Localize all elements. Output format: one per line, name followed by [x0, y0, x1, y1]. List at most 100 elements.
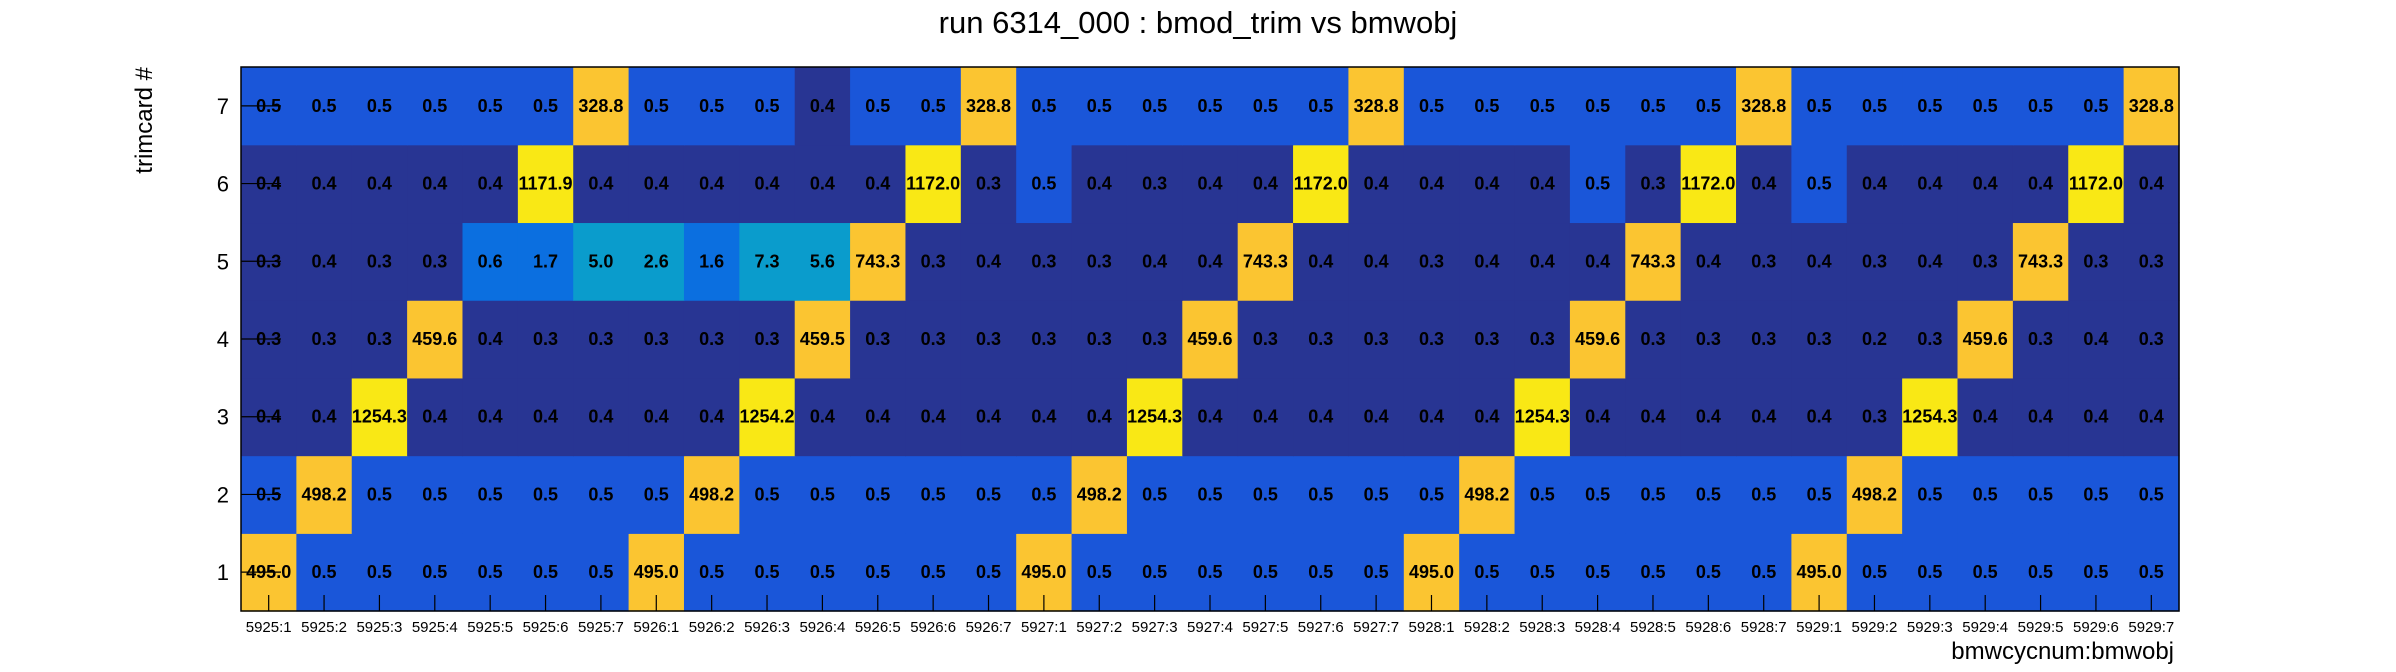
cell-value-label: 0.4 — [1197, 174, 1222, 194]
heatmap-cell — [1348, 222, 1405, 301]
heatmap-cell — [905, 300, 962, 379]
x-tick-label: 5926:2 — [689, 619, 735, 636]
cell-value-label: 0.3 — [2139, 329, 2164, 349]
y-axis-title: trimcard # — [131, 66, 158, 173]
heatmap-cell — [517, 222, 574, 301]
x-tick-label: 5927:4 — [1187, 619, 1233, 636]
heatmap-cell — [296, 300, 353, 379]
cell-value-label: 0.5 — [810, 562, 835, 582]
heatmap-cell — [1016, 377, 1073, 457]
x-tick-label: 5925:7 — [578, 619, 624, 636]
heatmap-cell — [1680, 455, 1737, 534]
heatmap-cell — [2123, 222, 2180, 301]
heatmap-cell — [1071, 222, 1128, 301]
cell-value-label: 0.5 — [2083, 562, 2108, 582]
cell-value-label: 0.5 — [588, 562, 613, 582]
cell-value-label: 0.4 — [478, 174, 503, 194]
heatmap-cell — [1293, 144, 1350, 224]
cell-value-label: 1172.0 — [2069, 174, 2123, 194]
cell-value-label: 0.4 — [2139, 407, 2164, 427]
heatmap-cell — [628, 377, 685, 457]
x-tick-label: 5927:5 — [1242, 619, 1288, 636]
heatmap-cell — [1126, 377, 1183, 457]
cell-value-label: 1172.0 — [906, 174, 960, 194]
heatmap-cell — [905, 455, 962, 534]
heatmap-cell — [850, 377, 907, 457]
cell-value-label: 0.5 — [1419, 484, 1444, 504]
x-axis: 5925:1 5925:2 5925:3 5925:4 5925:5 5925:6 5925… — [246, 595, 2174, 636]
heatmap-cell — [1071, 300, 1128, 379]
cell-value-label: 0.5 — [1142, 562, 1167, 582]
x-tick-label: 5925:4 — [412, 619, 458, 636]
heatmap-cell — [2012, 222, 2069, 301]
heatmap-cell — [1348, 455, 1405, 534]
heatmap-cell — [1680, 144, 1737, 224]
heatmap-cell — [1846, 222, 1903, 301]
heatmap-cell — [1348, 300, 1405, 379]
x-tick-label: 5925:6 — [523, 619, 569, 636]
heatmap-cell — [296, 455, 353, 534]
cell-value-label: 0.5 — [1530, 484, 1555, 504]
heatmap-cell — [1403, 144, 1460, 224]
heatmap-cell — [1791, 67, 1848, 146]
cell-value-label: 0.3 — [2083, 251, 2108, 271]
cell-value-label: 498.2 — [1077, 484, 1122, 504]
heatmap-cell — [1846, 67, 1903, 146]
cell-value-label: 0.5 — [1197, 484, 1222, 504]
x-tick-label: 5929:5 — [2018, 619, 2064, 636]
cell-value-label: 0.4 — [1253, 174, 1278, 194]
heatmap-cell — [1736, 300, 1792, 379]
cell-value-label: 0.3 — [1640, 174, 1665, 194]
cell-value-label: 0.5 — [1087, 562, 1112, 582]
heatmap-cell — [960, 455, 1017, 534]
cell-value-label: 495.0 — [1021, 562, 1066, 582]
cell-value-label: 0.4 — [1640, 407, 1665, 427]
heatmap-cell — [1957, 377, 2014, 457]
x-tick-label: 5929:6 — [2073, 619, 2119, 636]
cell-value-label: 0.4 — [1474, 251, 1499, 271]
heatmap-cell — [1791, 377, 1848, 457]
chart-title: run 6314_000 : bmod_trim vs bmwobj — [939, 5, 1458, 40]
heatmap-cell — [1237, 300, 1294, 379]
cell-value-label: 0.5 — [1087, 96, 1112, 116]
cell-value-label: 0.4 — [921, 407, 946, 427]
cell-value-label: 0.3 — [921, 329, 946, 349]
cell-value-label: 743.3 — [1243, 251, 1288, 271]
cell-value-label: 743.3 — [855, 251, 900, 271]
heatmap-cell — [2012, 144, 2069, 224]
x-tick-label: 5929:7 — [2128, 619, 2174, 636]
heatmap-cell — [1680, 222, 1737, 301]
heatmap-cell — [2012, 455, 2069, 534]
heatmap-cell — [462, 300, 519, 379]
cell-value-label: 0.4 — [1142, 251, 1167, 271]
y-tick-label: 7 — [217, 94, 229, 119]
heatmap-cell — [1182, 377, 1239, 457]
cell-value-label: 0.3 — [1696, 329, 1721, 349]
heatmap-cell — [1569, 455, 1626, 534]
heatmap-cell — [1016, 222, 1073, 301]
heatmap-cell — [1237, 455, 1294, 534]
x-tick-label: 5929:4 — [1962, 619, 2008, 636]
cell-value-label: 498.2 — [1852, 484, 1897, 504]
cell-value-label: 0.4 — [1364, 251, 1389, 271]
heatmap-cell — [1791, 222, 1848, 301]
cell-value-label: 0.5 — [921, 96, 946, 116]
cell-value-label: 0.4 — [2083, 407, 2108, 427]
cell-value-label: 0.5 — [921, 484, 946, 504]
heatmap-cell — [1625, 144, 1682, 224]
cell-value-label: 0.3 — [533, 329, 558, 349]
heatmap-cell — [683, 455, 740, 534]
cell-value-label: 0.3 — [865, 329, 890, 349]
cell-value-label: 1254.3 — [352, 407, 407, 427]
cell-value-label: 0.4 — [1253, 407, 1278, 427]
cell-value-label: 7.3 — [755, 251, 780, 271]
cell-value-label: 0.5 — [2083, 484, 2108, 504]
heatmap-cell — [1182, 455, 1239, 534]
heatmap-cell — [1237, 67, 1294, 146]
cell-value-label: 5.0 — [588, 251, 613, 271]
cell-value-label: 5.6 — [810, 251, 835, 271]
heatmap-cell — [1182, 222, 1239, 301]
heatmap-cell — [2068, 300, 2125, 379]
cell-value-label: 0.5 — [1142, 96, 1167, 116]
heatmap-cell — [1182, 144, 1239, 224]
